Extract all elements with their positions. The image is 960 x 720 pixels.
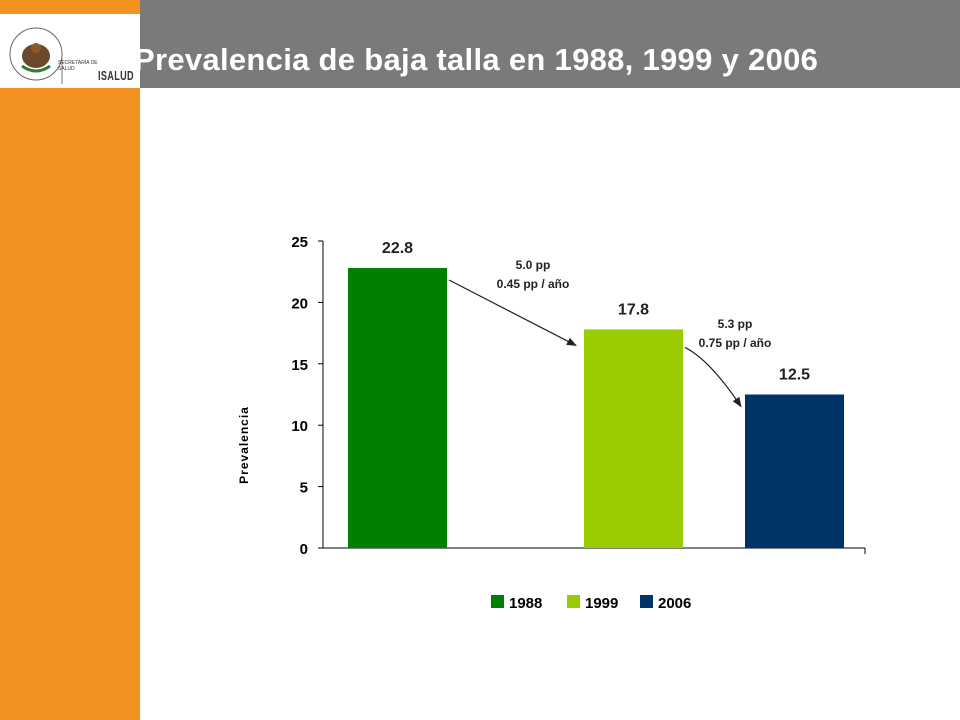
header-bar [140,0,960,88]
bar-1999 [584,329,683,548]
sidebar [0,0,140,720]
trend-arrow [684,346,742,408]
data-label-1999: 17.8 [618,301,649,318]
legend-swatch-2006 [640,595,653,608]
y-tick-label: 25 [291,234,308,251]
annotation-rate: 0.75 pp / año [699,336,772,350]
logo-ministry: SECRETARÍA DE SALUD [58,60,98,72]
y-axis-label: Prevalencia [237,406,251,484]
legend-swatch-1999 [567,595,580,608]
annotation-change: 5.0 pp [516,258,551,272]
legend-label-2006: 2006 [658,595,691,612]
logo-brand: ISALUD [98,68,134,83]
legend-label-1988: 1988 [509,595,542,612]
annotation-change: 5.3 pp [718,317,753,331]
trend-arrow [448,279,577,346]
legend-label-1999: 1999 [585,595,618,612]
y-tick-label: 5 [300,480,308,497]
y-tick-label: 0 [300,541,308,558]
bar-2006 [745,394,844,548]
seal-icon [9,27,63,84]
data-label-2006: 12.5 [779,367,810,384]
data-label-1988: 22.8 [382,240,413,257]
y-tick-label: 10 [291,418,308,435]
y-tick-label: 20 [291,295,308,312]
page-title: Prevalencia de baja talla en 1988, 1999 … [134,42,819,77]
bar-1988 [348,268,447,548]
legend-swatch-1988 [491,595,504,608]
annotation-rate: 0.45 pp / año [497,277,570,291]
logo: SECRETARÍA DE SALUD ISALUD [0,14,140,88]
y-tick-label: 15 [291,357,308,374]
